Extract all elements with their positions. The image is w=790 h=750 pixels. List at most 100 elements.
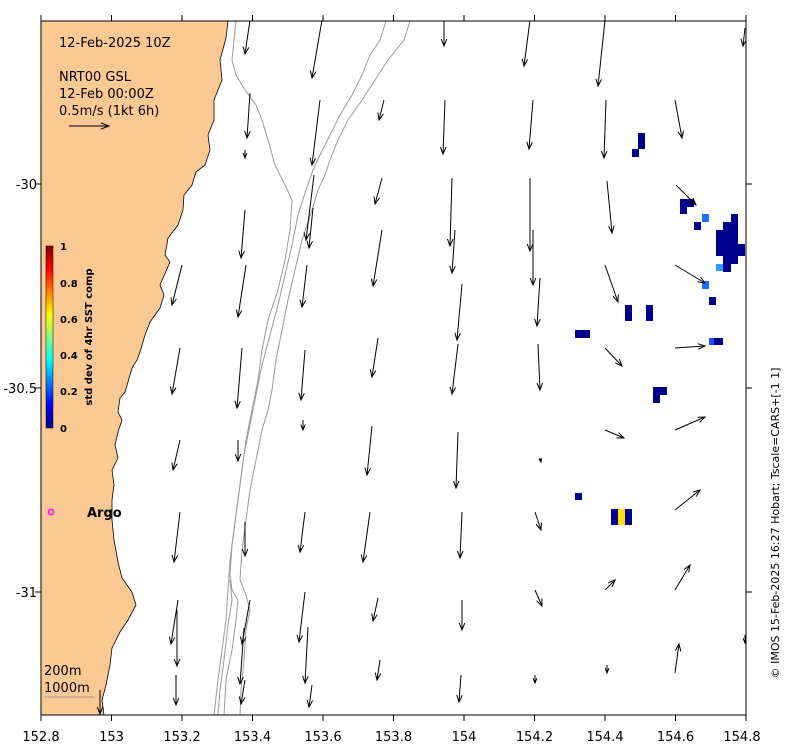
current-vector [305,174,315,241]
current-vector [240,209,246,259]
axis-ticks [35,15,752,721]
current-vector [299,511,306,553]
current-vector-head [171,462,178,472]
current-vector-head [529,277,537,287]
y-tick-label: -31 [16,586,37,601]
contour-200m-label: 200m [44,664,81,679]
current-vector [171,264,183,306]
current-vector-head [242,153,248,160]
current-vector-head [242,46,250,56]
current-vector [170,599,179,645]
current-vector [236,347,243,409]
current-vector-head [536,382,543,392]
x-tick-label: 153.6 [304,730,341,745]
current-vector-head [604,668,610,675]
current-vector [372,597,379,622]
current-vector [378,99,385,121]
current-vector [534,511,542,531]
contour-200m [213,21,293,715]
current-vector [376,659,381,681]
current-vector-head [96,706,104,715]
y-axis-labels: -30 -30.5 -31 [3,178,37,601]
current-vector-head [456,694,463,704]
current-vector-head [688,197,697,206]
current-vector-head [521,58,529,68]
x-tick-label: 153.4 [234,730,271,745]
current-vector-head [440,38,448,48]
current-vector-head [369,369,377,379]
current-vector-head [600,150,608,160]
current-vector-head [309,157,317,167]
colorbar-tick: 0 [60,424,67,435]
current-vector [311,99,321,166]
current-vector [244,21,251,55]
current-vector-head [309,70,317,80]
current-vector [451,229,456,274]
x-tick-label: 154.6 [657,730,694,745]
current-vector-head [234,453,242,463]
current-vector-head [454,332,461,342]
current-vector-head [237,676,244,686]
colorbar-tick: 0.2 [60,387,78,398]
current-vector [246,92,251,139]
current-vector [742,27,746,47]
current-vector [604,264,619,303]
x-tick-label: 154 [452,730,477,745]
current-vector-head [244,130,251,140]
current-vector-head [374,672,382,682]
current-vector [237,264,247,318]
current-vector-head [536,598,543,608]
scale-arrow [69,122,111,130]
current-vector-head [532,678,538,685]
x-tick-label: 153.8 [375,730,412,745]
current-vector [172,439,181,471]
current-vector [536,277,541,327]
contour-inner [223,21,387,715]
current-vector-head [297,544,305,554]
current-vector [366,425,373,476]
current-vector-head [306,240,313,250]
current-vector-head [298,392,305,402]
current-vector-head [458,622,466,632]
land-area [41,21,229,715]
map-date: 12-Feb-2025 10Z [59,36,171,51]
current-vector [674,345,706,349]
current-vector [459,511,463,559]
current-vector [304,626,309,684]
current-vector [371,337,379,378]
current-vector-head [373,196,380,206]
current-vector [674,643,680,674]
colorbar-title: std dev of 4hr SST comp [84,268,95,405]
current-vector-head [449,265,456,275]
sst-stddev-pixels [575,133,745,525]
x-axis-labels: 152.8 153 153.2 153.4 153.6 153.8 154 15… [22,730,760,745]
current-vector-head [172,697,180,707]
current-vector [298,591,306,643]
current-vector [674,264,706,284]
current-vector-head [535,522,542,532]
current-vector-head [171,554,179,564]
current-vector-head [296,634,304,644]
current-vector [537,343,541,391]
current-vector-head [439,146,447,156]
current-vector [308,684,313,708]
current-vector-head [364,467,371,477]
colorbar-tick: 0.6 [60,315,78,326]
current-vector-head [697,343,707,350]
current-vector [173,511,181,563]
x-tick-label: 152.8 [22,730,59,745]
current-vector [449,177,453,247]
product-name: NRT00 GSL [59,70,132,85]
current-vector [604,579,616,591]
current-vector [597,21,606,87]
current-vector [308,207,314,249]
current-vector [456,283,463,341]
current-vector [528,99,534,150]
current-vector-head [235,309,243,319]
current-vector [301,264,308,308]
current-vector-head [240,636,247,646]
argo-float-marker [47,508,55,516]
current-vector [675,184,697,206]
current-vector [171,347,181,395]
current-vector [374,177,383,205]
